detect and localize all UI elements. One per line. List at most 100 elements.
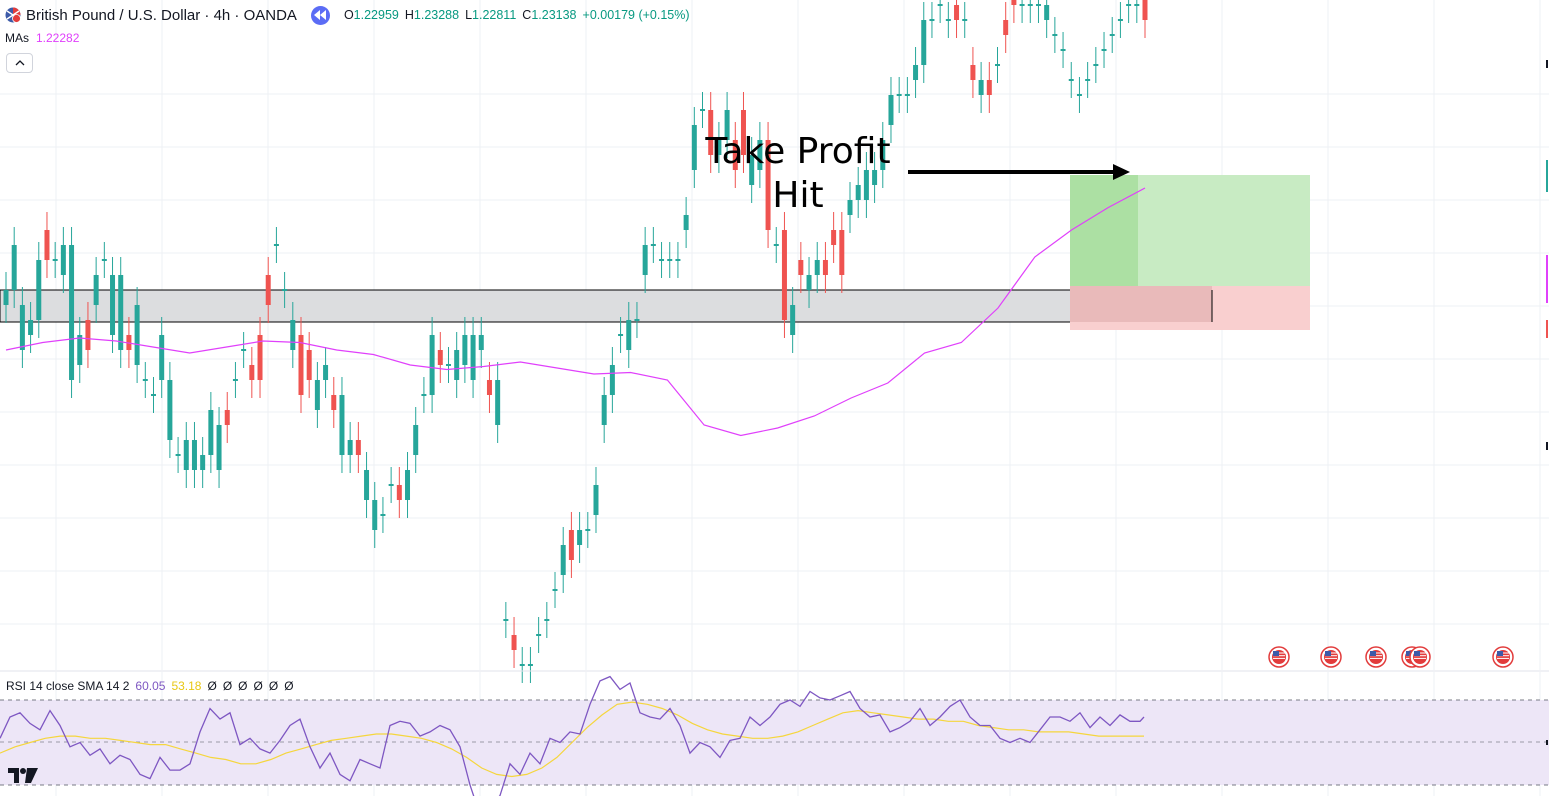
ohlc-close: C1.23138: [522, 8, 577, 22]
flag-gb-us-icon: [5, 7, 21, 23]
candle-body: [732, 140, 738, 170]
candle-body: [511, 635, 517, 650]
candle-body: [765, 140, 771, 230]
candle-body: [839, 230, 845, 275]
candle-body: [413, 425, 419, 455]
candle-body: [593, 485, 599, 515]
candle-body: [273, 244, 279, 246]
rsi-empty-value: Ø: [238, 679, 248, 693]
candle-body: [650, 244, 656, 246]
candle-body: [1060, 49, 1066, 51]
candle-body: [568, 530, 574, 560]
candle-body: [1142, 0, 1148, 20]
candle-body: [503, 619, 509, 621]
candle-body: [470, 335, 476, 380]
candle-body: [150, 394, 156, 396]
symbol-title[interactable]: British Pound / U.S. Dollar · 4h · OANDA: [26, 6, 297, 24]
candle-body: [183, 440, 189, 470]
candle-body: [724, 110, 730, 140]
candle-body: [445, 364, 451, 366]
candle-body: [626, 320, 632, 350]
candle-body: [36, 260, 42, 320]
candle-body: [257, 335, 263, 380]
us-flag-event-icon[interactable]: [1268, 646, 1290, 668]
candle-body: [667, 259, 673, 261]
chevron-up-icon: [15, 60, 24, 66]
rsi-empty-value: Ø: [222, 679, 233, 693]
candle-body: [716, 140, 722, 155]
candle-body: [77, 335, 83, 365]
candle-body: [3, 290, 9, 305]
candle-body: [880, 140, 886, 170]
rsi-line: [0, 675, 1145, 796]
candle-body: [405, 470, 411, 500]
candle-body: [577, 530, 583, 545]
candle-body: [929, 19, 935, 21]
candle-body: [1134, 4, 1140, 6]
annotation-line-2: Hit: [772, 175, 824, 216]
candle-body: [634, 319, 640, 321]
candle-body: [11, 245, 17, 290]
candle-body: [134, 305, 140, 365]
rsi-ma-value: 53.18: [171, 679, 202, 693]
candle-body: [462, 335, 468, 365]
candle-body: [527, 664, 533, 666]
candle-body: [740, 110, 746, 155]
candle-body: [749, 155, 755, 185]
us-flag-event-icon[interactable]: [1365, 646, 1387, 668]
candle-body: [290, 320, 296, 350]
candle-body: [970, 65, 976, 80]
candle-body: [19, 305, 25, 350]
candle-body: [1003, 20, 1009, 35]
candle-body: [265, 275, 271, 305]
ohlc-open: O1.22959: [343, 8, 399, 22]
candle-body: [1117, 19, 1123, 21]
candle-body: [913, 65, 919, 80]
collapse-legend-button[interactable]: [6, 53, 33, 73]
symbol-row: British Pound / U.S. Dollar · 4h · OANDA…: [0, 5, 690, 25]
us-flag-event-icon[interactable]: [1409, 646, 1431, 668]
candle-body: [323, 365, 329, 380]
us-flag-event-icon[interactable]: [1320, 646, 1342, 668]
ma-label[interactable]: MAs: [5, 31, 29, 45]
candle-body: [110, 275, 116, 335]
candle-body: [224, 410, 230, 425]
economic-events[interactable]: [1268, 646, 1514, 668]
candle-body: [388, 484, 394, 486]
candle-body: [855, 185, 861, 200]
candle-body: [675, 259, 681, 261]
candle-body: [814, 260, 820, 275]
candle-body: [1027, 4, 1033, 6]
candle-body: [282, 289, 288, 291]
candle-body: [1011, 0, 1017, 5]
candle-body: [519, 664, 525, 666]
candle-body: [1076, 94, 1082, 96]
candle-body: [618, 334, 624, 336]
rsi-ma-line: [0, 701, 1144, 778]
candle-body: [1052, 34, 1058, 36]
rewind-icon[interactable]: [310, 5, 330, 25]
candle-body: [486, 380, 492, 395]
tradingview-logo[interactable]: [7, 765, 39, 785]
candle-body: [822, 260, 828, 275]
candle-body: [954, 5, 960, 20]
us-flag-event-icon[interactable]: [1492, 646, 1514, 668]
candle-body: [798, 260, 804, 275]
candle-body: [781, 230, 787, 320]
rsi-name[interactable]: RSI 14 close SMA 14 2: [6, 679, 130, 693]
candle-body: [700, 109, 706, 111]
candle-body: [429, 335, 435, 395]
candle-body: [364, 470, 370, 500]
candle-body: [159, 335, 165, 380]
take-profit-annotation[interactable]: Take Profit Hit: [690, 130, 906, 218]
support-resistance-zone[interactable]: [0, 289, 1213, 323]
candle-body: [642, 245, 648, 275]
ma-value: 1.22282: [36, 31, 80, 45]
candle-body: [962, 19, 968, 21]
candle-body: [60, 245, 66, 275]
candle-body: [437, 350, 443, 365]
candle-body: [790, 305, 796, 335]
candle-body: [995, 64, 1001, 66]
candle-body: [1109, 34, 1115, 36]
